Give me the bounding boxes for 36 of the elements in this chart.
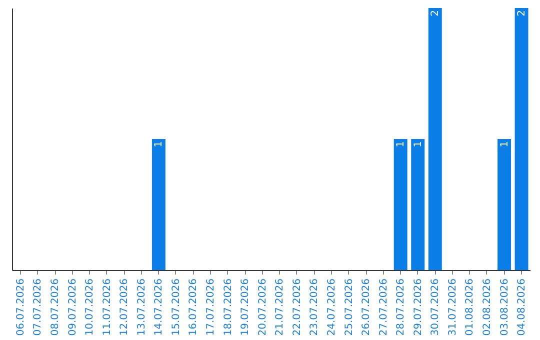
x-tick-label: 17.07.2026 (206, 278, 217, 336)
data-label: 1 (154, 141, 165, 148)
x-tick-label: 03.08.2026 (499, 278, 510, 336)
x-tick-label: 09.07.2026 (67, 278, 78, 336)
x-tick-label: 07.07.2026 (32, 278, 44, 336)
x-tick-label: 08.07.2026 (50, 278, 62, 336)
x-tick-label: 02.08.2026 (482, 278, 493, 336)
x-tick-label: 11.07.2026 (102, 278, 113, 336)
x-tick-label: 29.07.2026 (412, 278, 424, 336)
x-tick-label: 15.07.2026 (170, 278, 182, 336)
data-label: 1 (412, 141, 424, 148)
x-tick-label: 20.07.2026 (257, 278, 268, 336)
x-tick-label: 28.07.2026 (396, 278, 407, 336)
x-tick-label: 14.07.2026 (154, 278, 165, 336)
x-tick-label: 30.07.2026 (430, 278, 442, 336)
x-tick-label: 01.08.2026 (464, 278, 476, 336)
x-tick-label: 16.07.2026 (188, 278, 200, 336)
x-tick-label: 13.07.2026 (136, 278, 148, 336)
x-tick-label: 04.08.2026 (516, 278, 528, 336)
x-tick-label: 06.07.2026 (15, 278, 26, 336)
x-tick-label: 26.07.2026 (361, 278, 372, 336)
x-tick-label: 25.07.2026 (344, 278, 355, 336)
x-tick-label: 23.07.2026 (309, 278, 320, 336)
x-tick-label: 21.07.2026 (274, 278, 286, 336)
x-tick-label: 18.07.2026 (222, 278, 234, 336)
x-tick-label: 27.07.2026 (378, 278, 390, 336)
x-tick-label: 10.07.2026 (84, 278, 96, 336)
data-label: 2 (516, 10, 528, 16)
data-label: 2 (430, 10, 442, 16)
x-tick-label: 24.07.2026 (326, 278, 338, 336)
data-label: 1 (396, 141, 407, 148)
x-tick-label: 31.07.2026 (447, 278, 458, 336)
x-tick-label: 19.07.2026 (240, 278, 252, 336)
x-tick-label: 22.07.2026 (292, 278, 303, 336)
x-tick-label: 12.07.2026 (119, 278, 130, 336)
data-label: 1 (499, 141, 510, 148)
